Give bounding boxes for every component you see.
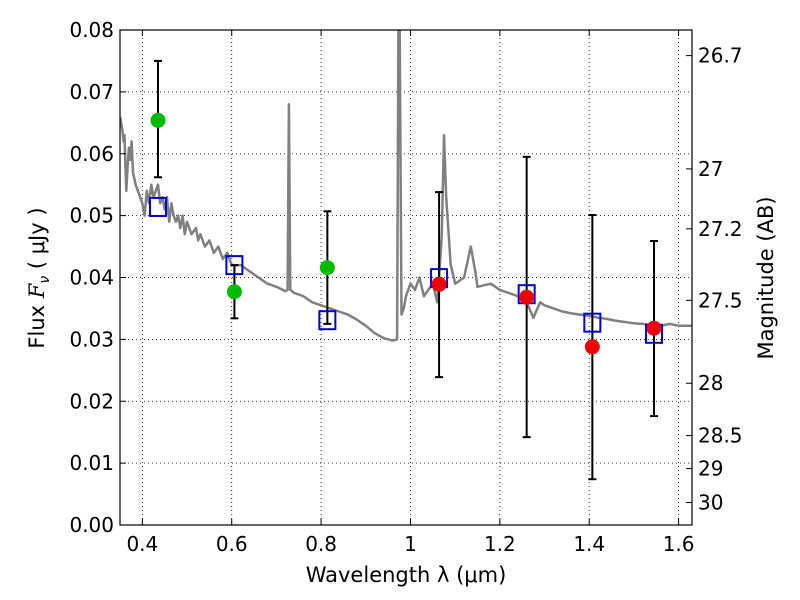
y-axis-label-var: F <box>25 282 49 299</box>
model-square-point <box>318 310 337 331</box>
y-tick-label: 0.07 <box>69 80 114 104</box>
y-axis-label-sub: ν <box>37 276 53 284</box>
y2-tick-label: 26.7 <box>698 44 743 68</box>
y-tick-label: 0.01 <box>69 451 114 475</box>
y2-tick-label: 28 <box>698 371 723 395</box>
observed-photometry-markers <box>150 112 662 355</box>
x-tick-label: 0.8 <box>305 532 337 556</box>
axis-ticks <box>120 29 692 526</box>
observed-point <box>226 284 242 300</box>
x-axis-label: Wavelength λ (μm) <box>306 563 507 587</box>
y-tick-label: 0.00 <box>69 513 114 537</box>
y2-tick-label: 30 <box>698 491 723 515</box>
observed-point <box>319 260 335 276</box>
observed-point <box>519 289 535 305</box>
y2-tick-label: 28.5 <box>698 424 743 448</box>
y2-tick-label: 27.5 <box>698 288 743 312</box>
x-tick-label: 0.6 <box>216 532 248 556</box>
observed-point <box>431 276 447 292</box>
x-tick-label: 0.4 <box>126 532 158 556</box>
model-square-point <box>148 196 167 217</box>
model-square-point <box>225 255 244 276</box>
x-tick-label: 1.2 <box>484 532 516 556</box>
model-square-point <box>583 312 602 333</box>
y-tick-label: 0.06 <box>69 142 114 166</box>
observed-point <box>646 320 662 336</box>
x-tick-label: 1.4 <box>573 532 605 556</box>
y-tick-label: 0.05 <box>69 204 114 228</box>
y2-axis-label: Magnitude (AB) <box>754 196 778 359</box>
y-tick-label: 0.08 <box>69 18 114 42</box>
observed-point <box>584 339 600 355</box>
y2-tick-label: 27.2 <box>698 217 743 241</box>
plot-background <box>120 30 692 525</box>
x-tick-label: 1.6 <box>663 532 695 556</box>
y-tick-label: 0.02 <box>69 389 114 413</box>
y-axis-label-suffix: ( μJy ) <box>25 207 49 275</box>
y-tick-label: 0.04 <box>69 266 114 290</box>
y2-tick-label: 29 <box>698 457 723 481</box>
observed-point <box>150 112 166 128</box>
y-tick-label: 0.03 <box>69 327 114 351</box>
tick-labels: 0.4 0.6 0.8 1 1.2 1.4 1.6 0.00 0.01 0.02 0.03 0.04 0… <box>69 18 742 556</box>
x-tick-label: 1 <box>404 532 417 556</box>
y-axis-label: Flux Fν ( μJy ) <box>25 207 53 348</box>
y2-tick-label: 27 <box>698 157 723 181</box>
y-axis-label-prefix: Flux <box>25 298 49 348</box>
